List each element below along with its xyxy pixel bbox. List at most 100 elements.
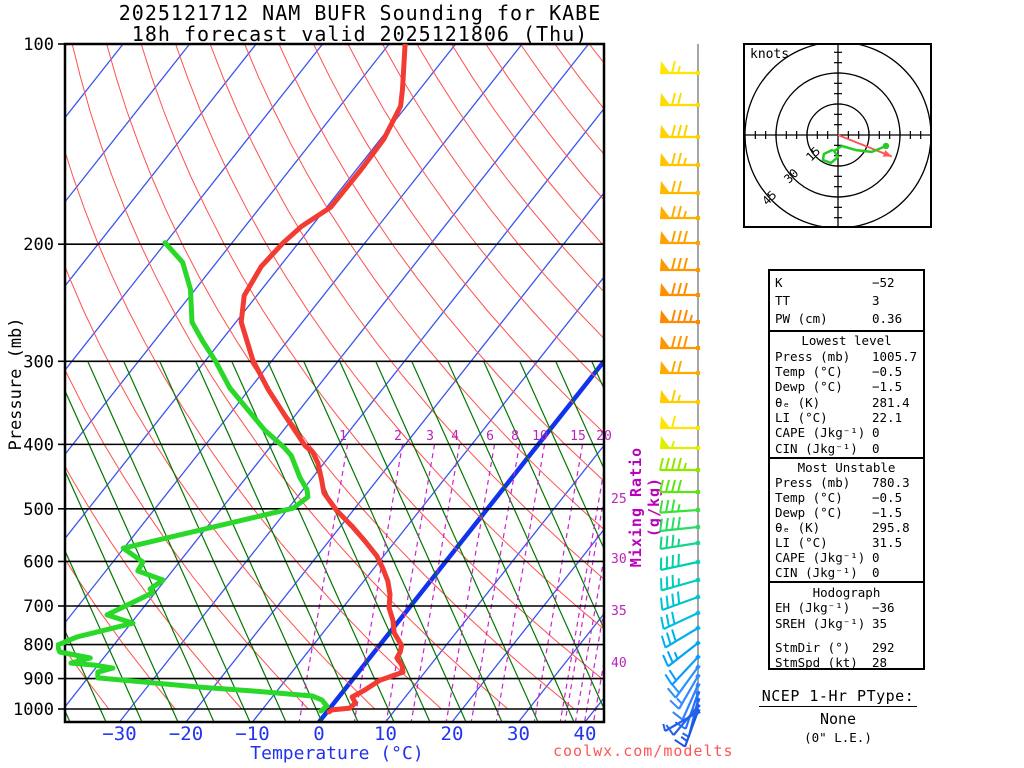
barb-root-dot [695, 664, 701, 670]
barb-root-dot [696, 320, 700, 324]
wind-barb [659, 534, 701, 551]
barb-pennant [660, 125, 670, 137]
isotherm-line [118, 108, 604, 722]
mixing-ratio-label: 10 [532, 429, 548, 444]
barb-pennant [660, 436, 670, 448]
index-label: Press (mb) [775, 348, 851, 364]
dry-adiabat-line [416, 44, 604, 293]
barb-full-tick [660, 616, 665, 630]
barb-pennant [660, 61, 670, 73]
dry-adiabat-line [624, 44, 1024, 709]
wind-barb [660, 436, 700, 450]
barb-full-tick [666, 687, 677, 699]
indices-row: StmSpd (kt) 28 [775, 655, 918, 670]
barb-full-tick [683, 257, 688, 271]
barb-half-tick [683, 462, 687, 471]
barb-full-tick [677, 553, 680, 567]
mixing-ratio-line [583, 609, 604, 722]
index-value: −0.5 [872, 490, 903, 505]
mixing-ratio-edge-label: 35 [611, 604, 627, 619]
index-label: θₑ (K) [775, 520, 821, 535]
pressure-tick-label: 800 [23, 636, 54, 656]
watermark-link[interactable]: coolwx.com/modelts [553, 742, 734, 760]
index-label: Press (mb) [775, 475, 851, 490]
temperature-tick-label: 10 [374, 723, 397, 745]
moist-adiabat-line [411, 361, 575, 722]
index-value: 780.3 [872, 475, 910, 490]
dry-adiabat-line [244, 44, 604, 530]
index-label: Dewp (°C) [775, 505, 843, 520]
barb-root-dot [695, 625, 701, 631]
dry-adiabat-line [485, 44, 604, 201]
isotherm-line [451, 529, 604, 722]
hodograph-trace-dot [882, 142, 890, 150]
isotherm-line [65, 44, 390, 455]
plot-border [63, 42, 606, 724]
indices-row: Dewp (°C) −1.5 [775, 379, 918, 394]
barb-full-tick [677, 309, 682, 323]
barb-root-dot [695, 690, 701, 696]
indices-row: Press (mb) 1005.7 [775, 349, 918, 364]
dewpoint-curve [56, 240, 330, 714]
barb-full-tick [677, 457, 682, 471]
dry-adiabat-line [65, 558, 176, 710]
ptype-panel: NCEP 1-Hr PType: None (0" L.E.) [744, 686, 932, 745]
barb-full-tick [665, 479, 670, 493]
mixing-ratio-line [592, 661, 604, 722]
pressure-tick-label: 900 [23, 670, 54, 690]
dry-adiabat-line [313, 44, 604, 434]
barb-full-tick [677, 282, 682, 296]
barb-root-dot [695, 559, 701, 565]
indices-row: EH (Jkg⁻¹) −36 [775, 600, 918, 615]
dry-adiabat-line [450, 44, 604, 247]
barb-full-tick [671, 180, 676, 194]
index-label: CAPE (Jkg⁻¹) [775, 550, 866, 565]
freezing-isotherm [317, 358, 604, 722]
wind-barb [660, 152, 700, 167]
index-value: −1.5 [872, 505, 903, 520]
barb-root-dot [695, 507, 701, 513]
pressure-tick-label: 500 [23, 500, 54, 520]
barb-root-dot [695, 540, 701, 546]
barb-full-tick [662, 654, 669, 667]
dry-adiabat-line [347, 44, 604, 386]
mixing-ratio-line [445, 444, 496, 722]
indices-row: CAPE (Jkg⁻¹) 0 [775, 550, 918, 565]
barb-full-tick [659, 500, 664, 513]
index-label: TT [775, 293, 791, 308]
barb-pennant [660, 361, 670, 373]
pressure-tick-label: 1000 [13, 700, 54, 720]
barb-root-dot [696, 371, 700, 375]
barb-root-dot [696, 293, 700, 297]
barb-root-dot [696, 426, 700, 430]
index-label: CIN (Jkg⁻¹) [775, 565, 858, 580]
index-value: 0.36 [872, 311, 903, 326]
index-label: EH (Jkg⁻¹) [775, 600, 851, 616]
index-label: StmDir (°) [775, 639, 851, 655]
pressure-tick-label: 600 [23, 552, 54, 572]
barb-full-tick [660, 578, 663, 591]
wind-barb [662, 709, 701, 732]
wind-barb [672, 682, 701, 721]
barb-full-tick [671, 152, 676, 166]
barb-half-tick [683, 157, 687, 166]
moist-adiabat-line [87, 361, 251, 722]
wind-barb-column [659, 44, 701, 748]
hodograph-trace [821, 144, 888, 165]
mixing-ratio-label: 3 [426, 429, 434, 444]
barb-root-dot [695, 703, 701, 709]
moist-adiabat-line [267, 361, 431, 722]
wind-barb [664, 654, 701, 686]
barb-full-tick [668, 669, 678, 681]
barb-full-tick [665, 556, 669, 569]
isotherm-line [185, 192, 604, 722]
mixing-ratio-line [410, 444, 461, 722]
hodograph-border [743, 43, 932, 228]
moist-adiabat-line [65, 390, 215, 722]
barb-root-dot [695, 654, 701, 660]
pressure-tick-label: 400 [23, 435, 54, 455]
dry-adiabat-line [140, 44, 604, 681]
dry-adiabat-line [175, 44, 604, 630]
barb-root-dot [695, 697, 701, 703]
